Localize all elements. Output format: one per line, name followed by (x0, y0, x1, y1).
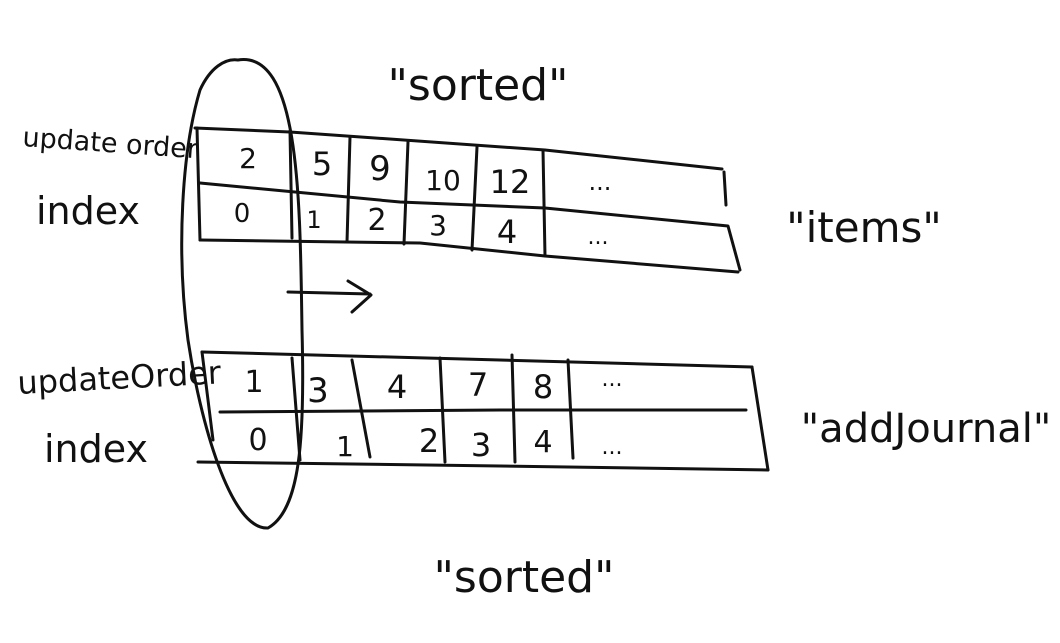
items-index-cell: 2 (367, 203, 386, 238)
items-update-order-cell: ... (589, 168, 612, 196)
journal-update-order-cell: 8 (533, 368, 553, 406)
journal-table-left-edge (200, 350, 215, 442)
items-table-left-edge (195, 126, 202, 242)
items-table-middle-line (198, 181, 742, 272)
items-update-order-cell: 10 (425, 164, 461, 197)
items-table-top-edge (193, 126, 724, 171)
items-table-bottom-edge (198, 238, 740, 274)
items-index-cell: 3 (429, 209, 447, 242)
journal-table-middle-line (218, 408, 748, 414)
items-update-order-cell: 5 (312, 145, 332, 183)
journal-col-divider (510, 353, 517, 464)
journal-col-divider (290, 356, 302, 462)
journal-col-divider (438, 356, 447, 464)
add-journal-table: 1 3 4 7 8 ... 0 1 2 3 4 ... (196, 350, 770, 472)
journal-index-cell: ... (602, 435, 623, 460)
items-index-cell: 4 (497, 213, 517, 251)
items-index-cell: 0 (234, 199, 251, 229)
items-col-divider (402, 140, 410, 246)
items-index-cell: 1 (306, 206, 321, 234)
journal-update-order-cell: 3 (307, 371, 329, 411)
top-sorted-label: "sorted" (388, 60, 569, 111)
journal-table-right-edge (750, 365, 770, 472)
items-col-divider (470, 145, 479, 252)
journal-index-cell: 1 (336, 430, 354, 463)
items-row-label-index: index (36, 189, 140, 233)
first-elements-ellipse (180, 58, 305, 530)
journal-update-order-cell: 1 (244, 365, 263, 400)
items-index-cell: ... (588, 225, 609, 250)
items-array-label: "items" (786, 203, 941, 252)
items-table-right-tick (722, 170, 728, 207)
items-update-order-cell: 12 (490, 163, 531, 201)
items-row-label-update-order: update order (22, 122, 200, 165)
journal-update-order-cell: 4 (387, 368, 407, 406)
journal-update-order-cell: ... (602, 367, 623, 392)
items-col-divider (288, 129, 294, 240)
add-journal-array-label: "addJournal" (801, 406, 1051, 452)
items-update-order-cell: 2 (239, 142, 257, 175)
journal-index-cell: 0 (248, 423, 267, 458)
journal-table-top-edge (200, 350, 754, 369)
items-update-order-cell: 9 (369, 149, 391, 189)
journal-index-cell: 2 (419, 422, 439, 460)
journal-row-label-index: index (44, 427, 148, 471)
journal-index-cell: 4 (533, 425, 552, 460)
items-col-divider (541, 148, 547, 258)
journal-col-divider (350, 358, 372, 459)
journal-update-order-cell: 7 (468, 366, 488, 404)
items-col-divider (345, 135, 352, 244)
items-table: 2 5 9 10 12 ... 0 1 2 3 4 ... (193, 126, 742, 274)
journal-col-divider (566, 358, 575, 460)
journal-index-cell: 3 (471, 426, 491, 464)
bottom-sorted-label: "sorted" (434, 552, 615, 603)
